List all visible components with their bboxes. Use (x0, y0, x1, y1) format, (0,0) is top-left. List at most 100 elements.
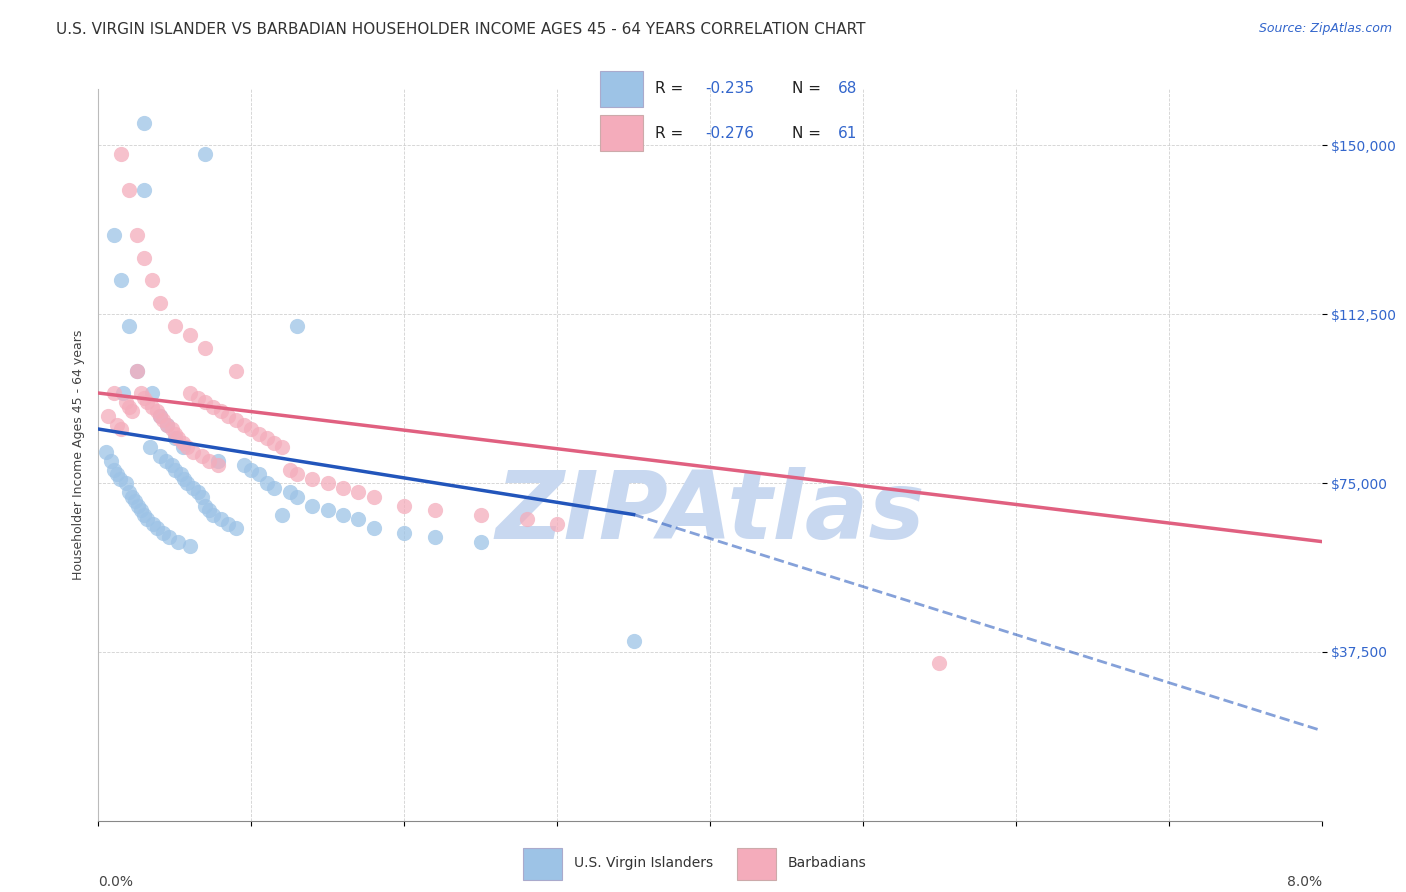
Point (623, 633, 645, 648)
Point (194, 395, 217, 409)
Bar (737, 848, 776, 880)
Text: Source: ZipAtlas.com: Source: ZipAtlas.com (1258, 22, 1392, 36)
Point (181, 444, 204, 458)
Point (347, 485, 370, 500)
Point (247, 467, 270, 481)
Point (263, 435, 285, 450)
Point (110, 147, 132, 161)
Point (225, 521, 247, 535)
Point (134, 508, 156, 522)
Point (149, 296, 172, 310)
Point (423, 530, 446, 544)
Point (176, 440, 198, 454)
Point (163, 462, 186, 476)
Text: ZIPAtlas: ZIPAtlas (495, 467, 925, 559)
Point (179, 386, 201, 401)
Point (170, 467, 193, 481)
Point (181, 481, 204, 495)
Point (332, 508, 354, 522)
Point (97, 409, 120, 423)
Point (515, 512, 537, 526)
Point (139, 440, 162, 454)
Point (187, 391, 209, 405)
Text: 0.0%: 0.0% (98, 875, 134, 888)
Point (232, 417, 254, 432)
Point (392, 499, 416, 513)
Point (108, 471, 131, 485)
Point (163, 426, 186, 441)
Point (247, 426, 270, 441)
Point (207, 458, 229, 472)
Point (202, 508, 225, 522)
Point (121, 404, 143, 418)
Point (155, 453, 177, 467)
Text: N =: N = (792, 81, 825, 96)
Point (202, 400, 225, 414)
Point (129, 503, 152, 517)
Point (156, 417, 179, 432)
Point (278, 485, 301, 500)
Point (145, 404, 167, 418)
Point (179, 327, 201, 342)
Y-axis label: Householder Income Ages 45 - 64 years: Householder Income Ages 45 - 64 years (72, 330, 84, 580)
Point (149, 449, 172, 463)
Text: U.S. VIRGIN ISLANDER VS BARBADIAN HOUSEHOLDER INCOME AGES 45 - 64 YEARS CORRELAT: U.S. VIRGIN ISLANDER VS BARBADIAN HOUSEH… (56, 22, 866, 37)
Point (167, 534, 190, 549)
Point (160, 458, 183, 472)
Point (115, 395, 138, 409)
Point (263, 481, 285, 495)
Point (156, 417, 179, 432)
Point (285, 490, 308, 504)
Point (125, 228, 148, 243)
Point (157, 530, 180, 544)
Point (187, 485, 209, 500)
Point (152, 413, 174, 427)
Point (134, 391, 156, 405)
Point (197, 453, 219, 467)
Point (363, 490, 385, 504)
Point (115, 476, 138, 491)
Point (103, 462, 125, 476)
Point (301, 471, 323, 485)
Point (423, 503, 446, 517)
Point (301, 499, 323, 513)
Point (172, 440, 194, 454)
Text: -0.276: -0.276 (704, 126, 754, 141)
Point (270, 440, 294, 454)
Bar (600, 115, 643, 151)
Point (103, 386, 125, 401)
Text: N =: N = (792, 126, 825, 141)
Bar (600, 71, 643, 107)
Point (470, 508, 492, 522)
Point (256, 476, 278, 491)
Point (285, 318, 308, 333)
Point (145, 521, 167, 535)
Point (118, 184, 141, 198)
Text: Barbadians: Barbadians (787, 856, 866, 870)
Point (121, 490, 143, 504)
Point (149, 409, 172, 423)
Point (197, 503, 219, 517)
Point (194, 147, 217, 161)
Point (217, 409, 239, 423)
Point (928, 656, 950, 670)
Text: U.S. Virgin Islanders: U.S. Virgin Islanders (574, 856, 713, 870)
Point (134, 116, 156, 130)
Point (136, 512, 159, 526)
Point (160, 422, 183, 436)
Point (103, 228, 125, 243)
Point (285, 467, 308, 481)
Point (179, 539, 201, 553)
Point (316, 476, 339, 491)
Point (125, 363, 148, 377)
Point (392, 525, 416, 540)
Text: 61: 61 (838, 126, 858, 141)
Text: R =: R = (655, 81, 689, 96)
Point (209, 404, 232, 418)
Point (278, 462, 301, 476)
Point (136, 395, 159, 409)
Point (225, 363, 247, 377)
Text: R =: R = (655, 126, 689, 141)
Point (152, 525, 174, 540)
Point (363, 521, 385, 535)
